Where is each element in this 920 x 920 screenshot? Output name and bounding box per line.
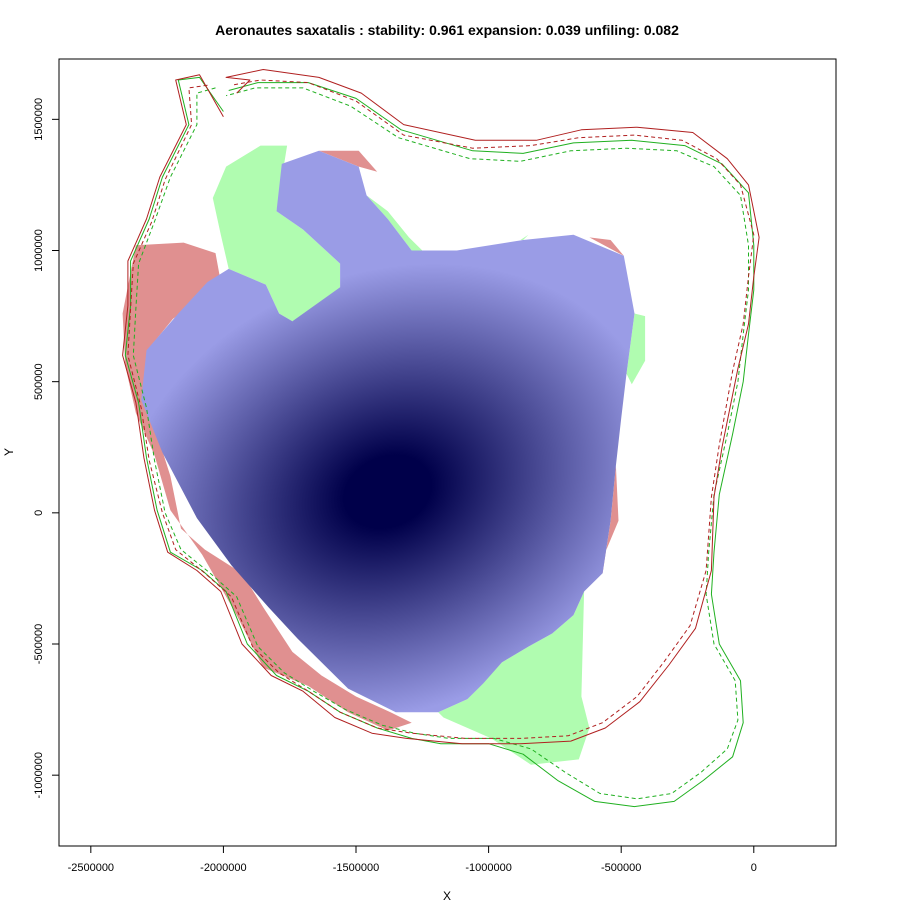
x-tick-label: -1000000: [465, 862, 512, 874]
expansion-region-1: [212, 145, 341, 322]
chart-title: Aeronautes saxatalis : stability: 0.961 …: [215, 22, 679, 38]
unfilling-region-3: [589, 237, 624, 256]
y-tick-label: 1000000: [33, 229, 45, 272]
niche-contours: [122, 69, 760, 808]
invaded-contour-outer: [124, 76, 755, 808]
y-axis-label: Y: [2, 448, 16, 456]
unfilling-region-1: [122, 242, 412, 731]
native-contour-outer: [122, 69, 760, 745]
y-tick-label: -1000000: [33, 752, 45, 799]
x-tick-label: -2500000: [68, 862, 115, 874]
x-tick-label: -1500000: [333, 862, 380, 874]
x-tick-label: -500000: [601, 862, 641, 874]
y-tick-label: 1500000: [33, 98, 45, 141]
unfilling-region-2: [318, 150, 378, 172]
expansion-region-2: [366, 195, 423, 251]
expansion-region-4: [626, 313, 646, 385]
stability-region: [141, 150, 635, 713]
x-tick-label: 0: [751, 862, 757, 874]
y-tick-label: 0: [33, 510, 45, 516]
x-axis-label: X: [443, 889, 451, 903]
native-contour-inner: [127, 79, 755, 739]
y-tick-label: 500000: [33, 363, 45, 400]
y-tick-label: -500000: [33, 624, 45, 664]
x-tick-label: -2000000: [200, 862, 247, 874]
invaded-contour-inner: [132, 87, 749, 800]
y-axis: -1000000 -500000 0 500000 1000000 1500000: [33, 98, 60, 799]
x-axis: -2500000 -2000000 -1500000 -1000000 -500000 0: [68, 845, 757, 874]
expansion-region-3: [520, 234, 529, 240]
range-regions: [122, 145, 646, 765]
expansion-region-5: [438, 591, 590, 765]
unfilling-region-4: [584, 465, 619, 579]
